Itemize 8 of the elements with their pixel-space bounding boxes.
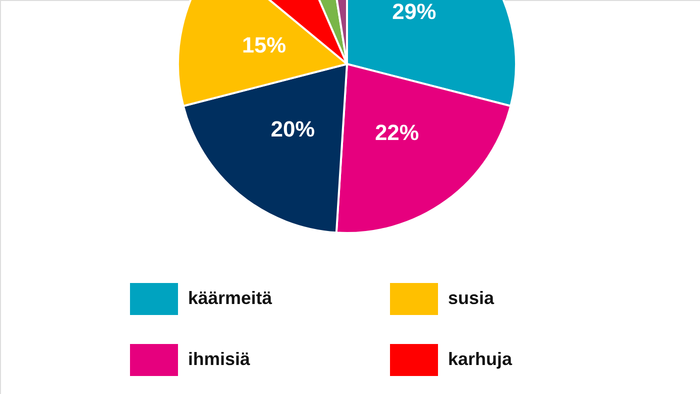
data-label: 29% — [392, 0, 436, 24]
legend-label: susia — [448, 288, 496, 308]
data-label: 22% — [374, 120, 419, 145]
legend-label: ihmisiä — [188, 349, 252, 369]
data-label: 20% — [270, 116, 315, 142]
data-label: 15% — [242, 32, 286, 58]
legend-label: käärmeitä — [188, 288, 274, 308]
legend-label: karhuja — [448, 349, 514, 369]
